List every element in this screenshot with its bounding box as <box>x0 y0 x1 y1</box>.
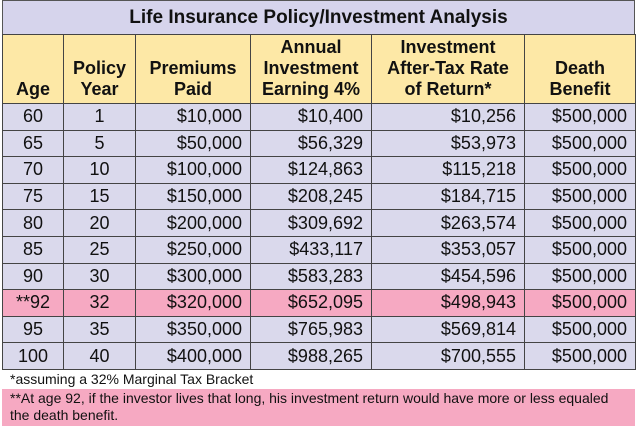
table-cell: $309,692 <box>250 209 372 237</box>
table-cell: $400,000 <box>135 342 251 370</box>
table-cell: $498,943 <box>371 289 525 317</box>
table-cell: $988,265 <box>250 342 372 370</box>
table-cell: 80 <box>2 209 64 237</box>
table-cell: 10 <box>63 156 136 184</box>
header-line: After-Tax Rate <box>387 58 509 78</box>
table-cell: $50,000 <box>135 129 251 158</box>
table-cell: 5 <box>63 129 136 158</box>
table-row: 90 30 $300,000 $583,283 $454,596 $500,000 <box>2 262 636 291</box>
table-cell: $500,000 <box>524 342 636 370</box>
table-cell: $300,000 <box>135 262 251 291</box>
table-cell: 40 <box>63 342 136 370</box>
table-cell: $652,095 <box>250 289 372 317</box>
table-cell: **92 <box>2 289 64 317</box>
header-line: Policy <box>72 58 127 78</box>
column-header: Death Benefit <box>524 34 636 104</box>
table-cell: 90 <box>2 262 64 291</box>
table-cell: $353,057 <box>371 235 525 264</box>
table-cell: $10,400 <box>250 103 372 131</box>
table-cell: $100,000 <box>135 156 251 184</box>
table-cell: $500,000 <box>524 315 636 344</box>
header-line: Annual <box>280 37 342 57</box>
header-line: Investment <box>263 58 359 78</box>
table-cell: 1 <box>63 103 136 131</box>
header-line: Paid <box>173 79 212 99</box>
table-cell: $500,000 <box>524 235 636 264</box>
header-line: Year <box>80 79 119 99</box>
table-title: Life Insurance Policy/Investment Analysi… <box>2 0 635 34</box>
table-cell: $569,814 <box>371 315 525 344</box>
table-row: 65 5 $50,000 $56,329 $53,973 $500,000 <box>2 129 636 158</box>
header-line: Earning 4% <box>261 79 361 99</box>
table-cell: $454,596 <box>371 262 525 291</box>
table-cell: $500,000 <box>524 103 636 131</box>
table-cell: 35 <box>63 315 136 344</box>
column-header: Premiums Paid <box>135 34 251 104</box>
table-cell: $320,000 <box>135 289 251 317</box>
table-cell: $765,983 <box>250 315 372 344</box>
table-cell: 95 <box>2 315 64 344</box>
table-cell: $10,000 <box>135 103 251 131</box>
column-header: Annual Investment Earning 4% <box>250 34 372 104</box>
table-cell: $250,000 <box>135 235 251 264</box>
table-cell: $184,715 <box>371 182 525 211</box>
table-row: 80 20 $200,000 $309,692 $263,574 $500,000 <box>2 209 636 237</box>
header-row: Age Policy Year Premiums Paid Annual Investmen… <box>2 34 636 104</box>
header-line: of Return* <box>404 79 492 99</box>
table-cell: $500,000 <box>524 289 636 317</box>
table-cell: $500,000 <box>524 182 636 211</box>
table-cell: 60 <box>2 103 64 131</box>
column-header: Age <box>2 34 64 104</box>
table-cell: 75 <box>2 182 64 211</box>
table-cell: $500,000 <box>524 129 636 158</box>
table-cell: $115,218 <box>371 156 525 184</box>
table-cell: $263,574 <box>371 209 525 237</box>
analysis-table: Age Policy Year Premiums Paid Annual Investmen… <box>2 34 636 370</box>
table-cell: $350,000 <box>135 315 251 344</box>
header-line: Benefit <box>549 79 611 99</box>
table-cell: $700,555 <box>371 342 525 370</box>
column-header: Investment After-Tax Rate of Return* <box>371 34 525 104</box>
table-cell: 32 <box>63 289 136 317</box>
table-row: 95 35 $350,000 $765,983 $569,814 $500,000 <box>2 315 636 344</box>
table-row: 100 40 $400,000 $988,265 $700,555 $500,000 <box>2 342 636 370</box>
header-line: Investment <box>400 37 496 57</box>
table-cell: $10,256 <box>371 103 525 131</box>
table-row: 70 10 $100,000 $124,863 $115,218 $500,000 <box>2 156 636 184</box>
table-cell: $56,329 <box>250 129 372 158</box>
table-cell: $208,245 <box>250 182 372 211</box>
table-cell: $500,000 <box>524 156 636 184</box>
table-cell: 25 <box>63 235 136 264</box>
table-row: 75 15 $150,000 $208,245 $184,715 $500,000 <box>2 182 636 211</box>
table-cell: 65 <box>2 129 64 158</box>
table-cell: $583,283 <box>250 262 372 291</box>
footnote: *assuming a 32% Marginal Tax Bracket <box>10 370 254 387</box>
table-body: 60 1 $10,000 $10,400 $10,256 $500,000 65 5 $50,0… <box>2 103 636 370</box>
table-cell: $433,117 <box>250 235 372 264</box>
table-row: 60 1 $10,000 $10,400 $10,256 $500,000 <box>2 103 636 131</box>
table-cell: $200,000 <box>135 209 251 237</box>
table-cell: 20 <box>63 209 136 237</box>
header-line: Age <box>15 79 50 99</box>
table-cell: $500,000 <box>524 209 636 237</box>
header-line: Premiums <box>149 58 237 78</box>
footnote-highlight: **At age 92, if the investor lives that … <box>2 388 635 426</box>
table-cell: 30 <box>63 262 136 291</box>
table-cell: 100 <box>2 342 64 370</box>
table-cell: 70 <box>2 156 64 184</box>
table-cell: $500,000 <box>524 262 636 291</box>
table-cell: 85 <box>2 235 64 264</box>
table-cell: 15 <box>63 182 136 211</box>
table-cell: $150,000 <box>135 182 251 211</box>
table-row: 85 25 $250,000 $433,117 $353,057 $500,000 <box>2 235 636 264</box>
table-cell: $53,973 <box>371 129 525 158</box>
table-cell: $124,863 <box>250 156 372 184</box>
table-row: **92 32 $320,000 $652,095 $498,943 $500,000 <box>2 289 636 317</box>
header-line: Death <box>554 58 605 78</box>
column-header: Policy Year <box>63 34 136 104</box>
